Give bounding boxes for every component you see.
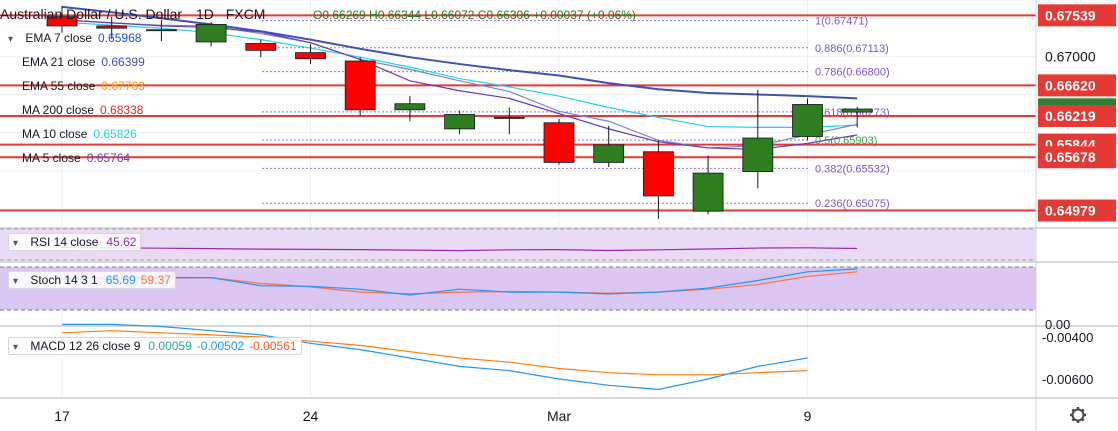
macd-tick-label-1: -0.00600 <box>1042 372 1093 387</box>
rsi-legend[interactable]: ▾ RSI 14 close 45.62 <box>8 233 142 251</box>
legend-ma5[interactable]: MA 5 close 0.65764 <box>22 151 130 165</box>
symbol-name: Australian Dollar / U.S. Dollar <box>0 6 183 22</box>
fib-label-0: 1(0.67471) <box>815 16 868 28</box>
ma5-line <box>61 19 858 151</box>
chevron-down-icon[interactable]: ▾ <box>13 238 19 249</box>
stoch-label: Stoch 14 3 1 <box>30 273 98 287</box>
price-tag-0: 0.67539 <box>1045 7 1096 23</box>
fib-label-6: 0.236(0.65075) <box>815 198 890 210</box>
ema21-line <box>61 5 858 100</box>
candle-body-0 <box>46 16 78 27</box>
macd-value-3: -0.00561 <box>249 339 297 353</box>
candle-body-14 <box>742 137 774 172</box>
ma10-line <box>61 21 858 128</box>
fib-label-5: 0.382(0.65532) <box>815 163 890 175</box>
legend-ma200[interactable]: MA 200 close 0.68338 <box>22 103 143 117</box>
price-tag-bg-7 <box>1038 199 1116 222</box>
macd-line <box>62 323 808 391</box>
price-tag-7: 0.64979 <box>1045 203 1096 219</box>
stoch-tick-label: 0.00 <box>1045 317 1070 332</box>
candle-body-11 <box>593 144 625 163</box>
fib-label-1: 0.886(0.67113) <box>815 43 889 55</box>
fib-label-2: 0.786(0.66800) <box>815 67 890 79</box>
candle-body-2 <box>145 29 177 32</box>
price-tag-2: 0.66620 <box>1045 77 1096 93</box>
source-label: FXCM <box>225 6 266 22</box>
candle-body-9 <box>493 117 525 119</box>
candle-body-16 <box>841 108 873 113</box>
macd-signal-line <box>61 330 808 376</box>
candle-body-7 <box>394 103 426 111</box>
candle-body-5 <box>295 52 326 60</box>
price-tag-1: 0.67000 <box>1045 48 1096 64</box>
x-tick-label-2: Mar <box>547 408 571 424</box>
macd-value-2: -0.00502 <box>196 339 245 353</box>
price-tag-bg-6 <box>1038 146 1116 169</box>
ohlc-readout: O0.66269 H0.66344 L0.66072 C0.66306 +0.0… <box>313 8 636 22</box>
rsi-value: 45.62 <box>106 235 137 249</box>
legend-ma200-value: 0.68338 <box>100 103 144 117</box>
price-tag-bg-0 <box>1038 4 1116 27</box>
chevron-down-icon[interactable]: ▾ <box>13 342 19 353</box>
candle-body-4 <box>245 43 277 51</box>
macd-value-1: 0.00059 <box>148 339 192 353</box>
legend-ema21-value: 0.66399 <box>101 55 145 69</box>
rsi-band <box>0 229 1036 261</box>
price-tag-6: 0.65678 <box>1045 149 1096 165</box>
symbol-title: Australian Dollar / U.S. Dollar 1D FXCM <box>0 6 265 22</box>
stoch-legend[interactable]: ▾ Stoch 14 3 1 65.69 59.37 <box>8 271 176 289</box>
x-tick-label-0: 17 <box>54 408 70 424</box>
candle-body-12 <box>643 151 674 197</box>
legend-ema21[interactable]: EMA 21 close 0.66399 <box>22 55 145 69</box>
ema7-line <box>61 19 858 149</box>
candle-body-15 <box>792 104 823 137</box>
legend-ema55-value: 0.67763 <box>101 79 145 93</box>
candle-body-13 <box>692 172 724 212</box>
legend-ma10[interactable]: MA 10 close 0.65826 <box>22 127 137 141</box>
macd-label: MACD 12 26 close 9 <box>30 339 141 353</box>
candle-body-3 <box>195 24 227 43</box>
price-tag-bg-4 <box>1038 104 1116 127</box>
price-tag-4: 0.66219 <box>1045 108 1096 124</box>
rsi-label: RSI 14 close <box>30 235 99 249</box>
legend-ema55-label: EMA 55 close <box>22 79 96 93</box>
rsi-line <box>61 246 858 252</box>
candle-body-6 <box>344 60 376 111</box>
legend-ema55[interactable]: EMA 55 close 0.67763 <box>22 79 145 93</box>
stoch-k-value: 65.69 <box>105 273 136 287</box>
legend-ma5-label: MA 5 close <box>22 151 81 165</box>
legend-ma10-value: 0.65826 <box>93 127 137 141</box>
legend-ema21-label: EMA 21 close <box>22 55 96 69</box>
legend-ema7-label: EMA 7 close <box>25 31 93 45</box>
chevron-down-icon[interactable]: ▾ <box>8 34 14 45</box>
legend-ema7[interactable]: ▾ EMA 7 close 0.65968 <box>8 31 141 45</box>
chevron-down-icon[interactable]: ▾ <box>13 276 19 287</box>
x-tick-label-1: 24 <box>303 408 319 424</box>
candle-body-1 <box>96 25 128 29</box>
candle-body-8 <box>444 113 476 130</box>
price-tag-bg-2 <box>1038 74 1116 97</box>
legend-ema7-value: 0.65968 <box>98 31 142 45</box>
legend-ma10-label: MA 10 close <box>22 127 88 141</box>
legend-ma200-label: MA 200 close <box>22 103 95 117</box>
gear-ring <box>1071 408 1085 422</box>
interval-label: 1D <box>195 6 214 22</box>
macd-tick-label-0: -0.00400 <box>1042 330 1093 345</box>
candle-body-10 <box>543 122 575 163</box>
stoch-d-value: 59.37 <box>140 273 171 287</box>
x-tick-label-3: 9 <box>804 408 812 424</box>
legend-ma5-value: 0.65764 <box>86 151 131 165</box>
gear-icon[interactable] <box>1070 407 1086 423</box>
macd-legend[interactable]: ▾ MACD 12 26 close 9 0.00059 -0.00502 -0.00… <box>8 337 302 355</box>
stoch-k-line <box>61 268 858 296</box>
